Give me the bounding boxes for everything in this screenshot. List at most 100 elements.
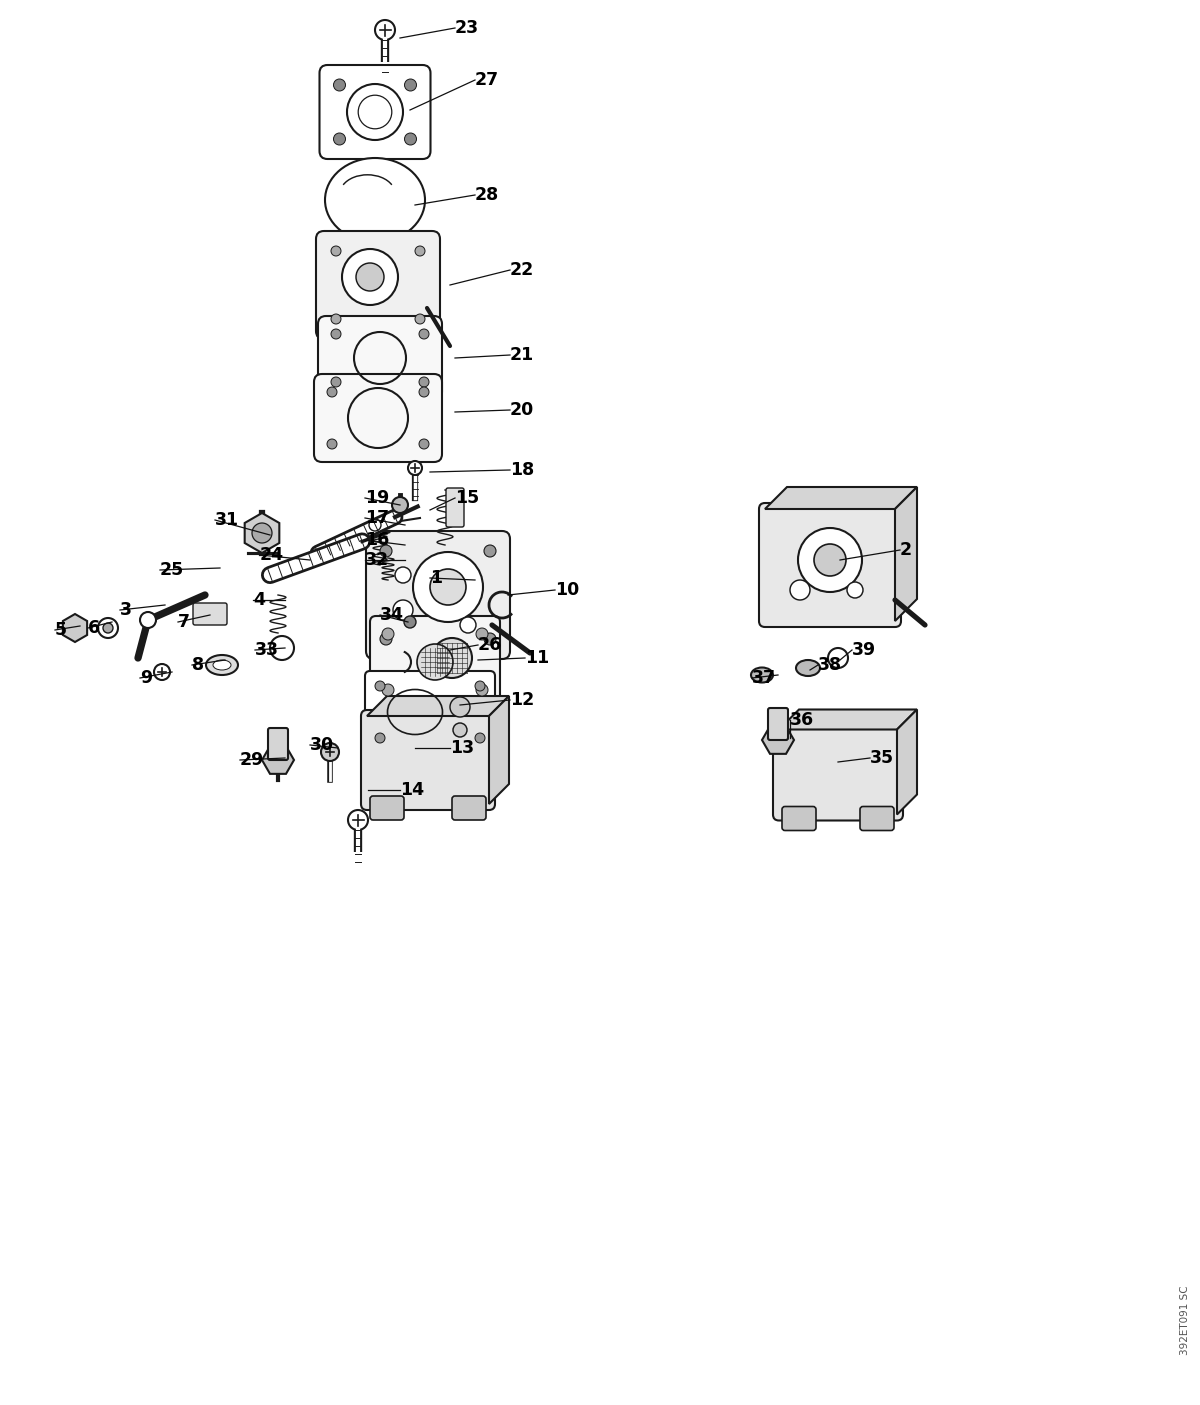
Circle shape bbox=[331, 377, 341, 386]
Circle shape bbox=[154, 665, 170, 680]
FancyBboxPatch shape bbox=[782, 806, 816, 830]
Circle shape bbox=[450, 697, 470, 717]
Text: 20: 20 bbox=[510, 400, 534, 419]
FancyBboxPatch shape bbox=[370, 615, 500, 708]
Circle shape bbox=[322, 743, 340, 762]
Text: 22: 22 bbox=[510, 261, 534, 280]
Circle shape bbox=[475, 733, 485, 743]
Circle shape bbox=[374, 681, 385, 691]
Text: 1: 1 bbox=[430, 569, 442, 587]
Ellipse shape bbox=[206, 655, 238, 674]
Circle shape bbox=[382, 628, 394, 641]
Circle shape bbox=[419, 377, 430, 386]
Circle shape bbox=[419, 329, 430, 339]
Circle shape bbox=[847, 582, 863, 599]
Text: 29: 29 bbox=[240, 752, 264, 769]
Circle shape bbox=[331, 313, 341, 325]
Circle shape bbox=[334, 79, 346, 91]
Circle shape bbox=[331, 246, 341, 256]
Circle shape bbox=[382, 684, 394, 695]
Circle shape bbox=[475, 681, 485, 691]
Ellipse shape bbox=[214, 660, 230, 670]
Text: 39: 39 bbox=[852, 641, 876, 659]
Text: 392ET091 SC: 392ET091 SC bbox=[1180, 1286, 1190, 1354]
FancyBboxPatch shape bbox=[860, 806, 894, 830]
Circle shape bbox=[460, 617, 476, 634]
Circle shape bbox=[404, 615, 416, 628]
Circle shape bbox=[103, 622, 113, 634]
Circle shape bbox=[413, 552, 482, 622]
Text: 10: 10 bbox=[554, 582, 580, 599]
Text: 28: 28 bbox=[475, 185, 499, 204]
Text: 19: 19 bbox=[365, 489, 389, 507]
Circle shape bbox=[404, 79, 416, 91]
Text: 6: 6 bbox=[88, 620, 100, 636]
Circle shape bbox=[419, 438, 430, 450]
Polygon shape bbox=[779, 710, 917, 729]
FancyBboxPatch shape bbox=[452, 797, 486, 821]
Text: 37: 37 bbox=[752, 669, 776, 687]
FancyBboxPatch shape bbox=[365, 672, 496, 753]
FancyBboxPatch shape bbox=[773, 724, 904, 821]
Circle shape bbox=[419, 386, 430, 398]
FancyBboxPatch shape bbox=[768, 708, 788, 740]
Ellipse shape bbox=[751, 667, 773, 683]
Text: 15: 15 bbox=[455, 489, 479, 507]
Polygon shape bbox=[898, 710, 917, 815]
Polygon shape bbox=[367, 695, 509, 717]
Circle shape bbox=[814, 544, 846, 576]
Circle shape bbox=[408, 461, 422, 475]
Circle shape bbox=[342, 249, 398, 305]
Circle shape bbox=[395, 568, 410, 583]
Circle shape bbox=[418, 643, 454, 680]
Circle shape bbox=[476, 684, 488, 695]
Circle shape bbox=[140, 613, 156, 628]
FancyBboxPatch shape bbox=[316, 230, 440, 339]
FancyBboxPatch shape bbox=[318, 316, 442, 400]
FancyBboxPatch shape bbox=[760, 503, 901, 627]
Text: 35: 35 bbox=[870, 749, 894, 767]
FancyBboxPatch shape bbox=[319, 65, 431, 159]
Text: 11: 11 bbox=[526, 649, 550, 667]
Polygon shape bbox=[62, 614, 88, 642]
Circle shape bbox=[484, 545, 496, 556]
Circle shape bbox=[380, 545, 392, 556]
Text: 34: 34 bbox=[380, 606, 404, 624]
Text: 32: 32 bbox=[365, 551, 389, 569]
FancyBboxPatch shape bbox=[314, 374, 442, 462]
Text: 38: 38 bbox=[818, 656, 842, 674]
Polygon shape bbox=[490, 695, 509, 804]
Ellipse shape bbox=[325, 157, 425, 242]
Polygon shape bbox=[895, 488, 917, 621]
Text: 13: 13 bbox=[450, 739, 474, 757]
Polygon shape bbox=[766, 488, 917, 509]
Text: 24: 24 bbox=[260, 547, 284, 563]
Text: 25: 25 bbox=[160, 561, 185, 579]
Text: 31: 31 bbox=[215, 511, 239, 530]
Circle shape bbox=[476, 628, 488, 641]
Polygon shape bbox=[762, 726, 794, 754]
Circle shape bbox=[374, 733, 385, 743]
Circle shape bbox=[798, 528, 862, 592]
FancyBboxPatch shape bbox=[268, 728, 288, 760]
Text: 18: 18 bbox=[510, 461, 534, 479]
Circle shape bbox=[430, 569, 466, 606]
Text: 33: 33 bbox=[256, 641, 278, 659]
FancyBboxPatch shape bbox=[366, 531, 510, 659]
Text: 12: 12 bbox=[510, 691, 534, 710]
Text: 8: 8 bbox=[192, 656, 204, 674]
Circle shape bbox=[404, 133, 416, 145]
FancyBboxPatch shape bbox=[370, 797, 404, 821]
Circle shape bbox=[374, 20, 395, 39]
Text: 4: 4 bbox=[253, 592, 265, 608]
Circle shape bbox=[348, 811, 368, 830]
Circle shape bbox=[790, 580, 810, 600]
Text: 26: 26 bbox=[478, 636, 503, 653]
FancyBboxPatch shape bbox=[361, 710, 496, 811]
Text: 27: 27 bbox=[475, 72, 499, 89]
Circle shape bbox=[334, 133, 346, 145]
Text: 14: 14 bbox=[400, 781, 424, 799]
Circle shape bbox=[432, 638, 472, 679]
Circle shape bbox=[392, 497, 408, 513]
Circle shape bbox=[252, 523, 272, 542]
